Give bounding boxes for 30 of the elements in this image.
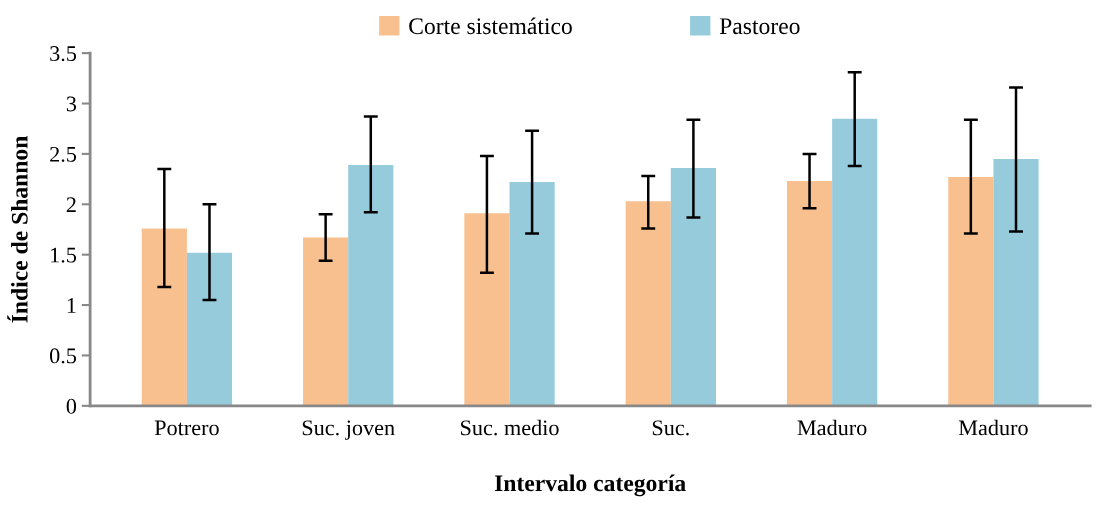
bar <box>348 164 394 406</box>
bar <box>303 237 349 406</box>
y-axis-title: Índice de Shannon <box>7 136 28 323</box>
legend-label: Pastoreo <box>719 18 800 35</box>
bar <box>625 201 671 406</box>
x-tick-label: Suc. joven <box>302 420 395 440</box>
y-tick-label: 0.5 <box>49 348 77 364</box>
y-tick-label: 3 <box>66 96 77 112</box>
y-tick-label: 1 <box>67 298 76 313</box>
y-tick-label: 2 <box>66 197 76 212</box>
x-tick-label: Maduro <box>958 419 1028 436</box>
bar <box>832 118 878 406</box>
y-tick-label: 3.5 <box>50 46 77 62</box>
bar <box>948 177 994 406</box>
x-tick-label: Potrero <box>154 420 219 436</box>
y-tick-label: 2.5 <box>50 146 77 162</box>
x-tick-label: Suc. medio <box>461 419 559 436</box>
y-tick-label: 1.5 <box>51 247 77 263</box>
bar <box>786 181 833 406</box>
legend-label: Corte sistemático <box>409 17 572 35</box>
y-tick-label: 0 <box>66 398 77 414</box>
bar <box>509 182 555 406</box>
bar <box>464 213 510 406</box>
bar <box>141 228 187 406</box>
bar <box>993 158 1039 406</box>
bar <box>186 252 233 406</box>
x-axis-title: Intervalo categoría <box>494 474 686 497</box>
bar <box>670 168 716 406</box>
x-tick-label: Maduro <box>797 419 867 436</box>
x-tick-label: Suc. <box>652 420 689 436</box>
